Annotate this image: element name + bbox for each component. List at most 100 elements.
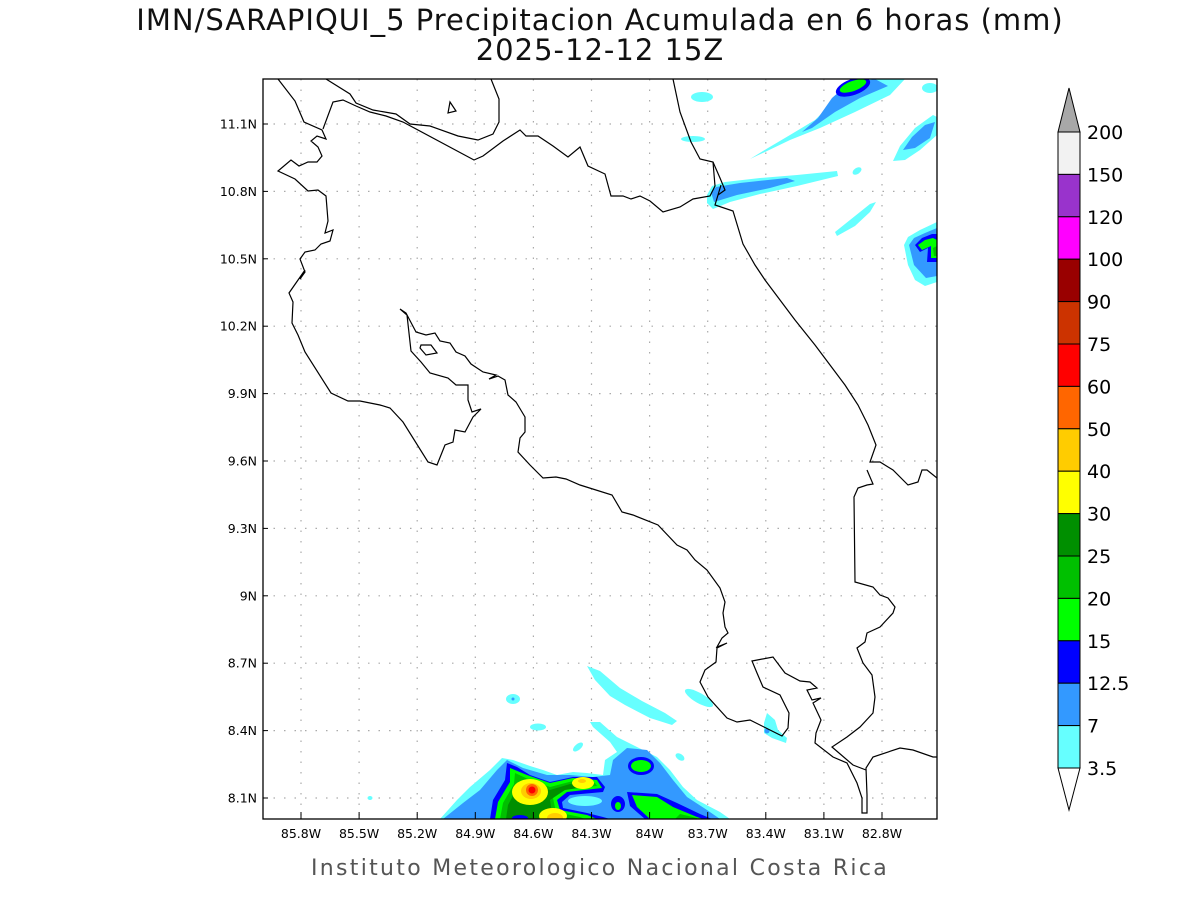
colorbar-swatch <box>1057 682 1081 727</box>
lon-label: 85.8W <box>281 826 321 841</box>
footer-credit: Instituto Meteorologico Nacional Costa R… <box>310 856 890 881</box>
lake-island <box>447 100 457 114</box>
graticule <box>263 79 937 819</box>
lon-label: 84W <box>635 826 663 841</box>
colorbar-swatch <box>1057 258 1081 303</box>
precip-area <box>684 688 714 708</box>
precip-area <box>573 742 583 752</box>
colorbar-level-label: 25 <box>1087 546 1111 568</box>
colorbar-swatch <box>1057 428 1081 472</box>
precip-area <box>547 813 563 819</box>
map-valid-time: 2025-12-12 15Z <box>475 33 725 67</box>
colorbar-level-label: 40 <box>1087 461 1111 483</box>
precip-area <box>922 83 937 93</box>
precip-area <box>707 171 838 209</box>
precip-area <box>675 753 685 761</box>
colorbar-level-label: 7 <box>1087 716 1099 738</box>
colorbar-level-label: 12.5 <box>1087 673 1129 695</box>
precip-area <box>511 697 515 701</box>
map-title: IMN/SARAPIQUI_5 Precipitacion Acumulada … <box>136 3 1064 37</box>
lon-label: 84.3W <box>571 826 611 841</box>
lat-label: 10.5N <box>220 251 257 266</box>
colorbar-swatch <box>1057 173 1081 218</box>
precip-area <box>681 136 705 142</box>
precip-area <box>578 779 586 783</box>
colorbar-swatch <box>1057 555 1081 599</box>
lat-label: 8.7N <box>228 656 257 671</box>
colorbar-level-label: 15 <box>1087 631 1111 653</box>
precip-area <box>587 666 677 725</box>
caribbean-coast <box>672 79 937 486</box>
precip-area <box>512 815 528 819</box>
precip-area <box>852 167 862 175</box>
colorbar-level-label: 90 <box>1087 292 1111 314</box>
lon-label: 85.5W <box>339 826 379 841</box>
coastlines <box>276 79 937 814</box>
precip-area <box>918 238 937 258</box>
colorbar-swatch <box>1057 725 1081 769</box>
lon-label: 85.2W <box>397 826 437 841</box>
precip-area <box>367 796 373 800</box>
lat-label: 9.3N <box>228 521 257 536</box>
panama-inner-coast <box>831 469 896 771</box>
precip-area <box>691 92 713 102</box>
lon-label: 83.4W <box>746 826 786 841</box>
precip-area <box>750 79 905 159</box>
lat-label: 10.8N <box>220 184 257 199</box>
colorbar-swatch <box>1057 131 1081 175</box>
colorbar-level-label: 60 <box>1087 376 1111 398</box>
precip-area <box>675 814 697 819</box>
precip-area <box>528 786 536 794</box>
colorbar-level-label: 100 <box>1087 249 1123 271</box>
colorbar-level-label: 3.5 <box>1087 758 1117 780</box>
precip-area <box>835 202 876 236</box>
lat-label: 11.1N <box>220 117 257 132</box>
lon-label: 83.1W <box>804 826 844 841</box>
colorbar-swatch <box>1057 640 1081 684</box>
colorbar-level-label: 20 <box>1087 588 1111 610</box>
precip-area <box>530 723 546 731</box>
precip-area <box>903 122 935 150</box>
colorbar-level-label: 75 <box>1087 334 1111 356</box>
precip-area <box>711 178 795 202</box>
colorbar-swatch <box>1057 301 1081 345</box>
lat-label: 8.1N <box>228 791 257 806</box>
lon-label: 84.6W <box>513 826 553 841</box>
lat-label: 9.9N <box>228 386 257 401</box>
precip-area <box>933 246 937 256</box>
colorbar-swatch <box>1057 597 1081 642</box>
precip-area <box>839 79 867 93</box>
colorbar-level-label: 120 <box>1087 207 1123 229</box>
gulf-island <box>419 344 439 356</box>
precip-area <box>631 760 651 772</box>
colorbar-swatch <box>1057 343 1081 387</box>
precip-area <box>572 777 594 789</box>
precipitation-field <box>367 79 937 819</box>
lat-label: 9.6N <box>228 454 257 469</box>
nicaragua-border <box>322 99 716 213</box>
colorbar-level-label: 200 <box>1087 122 1123 144</box>
lat-label: 9N <box>240 588 257 603</box>
lon-label: 83.7W <box>688 826 728 841</box>
colorbar-swatch <box>1057 513 1081 557</box>
colorbar-level-label: 150 <box>1087 164 1123 186</box>
colorbar-over-arrow <box>1057 87 1081 133</box>
lat-label: 8.4N <box>228 723 257 738</box>
axis-labels: 11.1N 10.8N 10.5N 10.2N 9.9N 9.6N 9.3N 9N 8.7N 8.… <box>220 117 902 842</box>
pacific-coast-north <box>276 79 937 814</box>
colorbar-legend: 200 150 120 100 90 75 60 50 40 30 25 20 15 12.5 7 3.5 <box>1057 87 1129 812</box>
precip-area <box>615 802 621 810</box>
colorbar-swatch <box>1057 470 1081 515</box>
precip-area <box>764 713 787 743</box>
lon-label: 84.9W <box>455 826 495 841</box>
colorbar-under-arrow <box>1057 767 1081 812</box>
colorbar-swatch <box>1057 385 1081 430</box>
lon-label: 82.8W <box>862 826 902 841</box>
lake-nicaragua-shore <box>325 79 500 141</box>
colorbar-level-label: 30 <box>1087 504 1111 526</box>
precip-area <box>802 79 888 132</box>
precip-area <box>568 796 602 806</box>
colorbar-level-label: 50 <box>1087 419 1111 441</box>
colorbar-swatch <box>1057 216 1081 260</box>
